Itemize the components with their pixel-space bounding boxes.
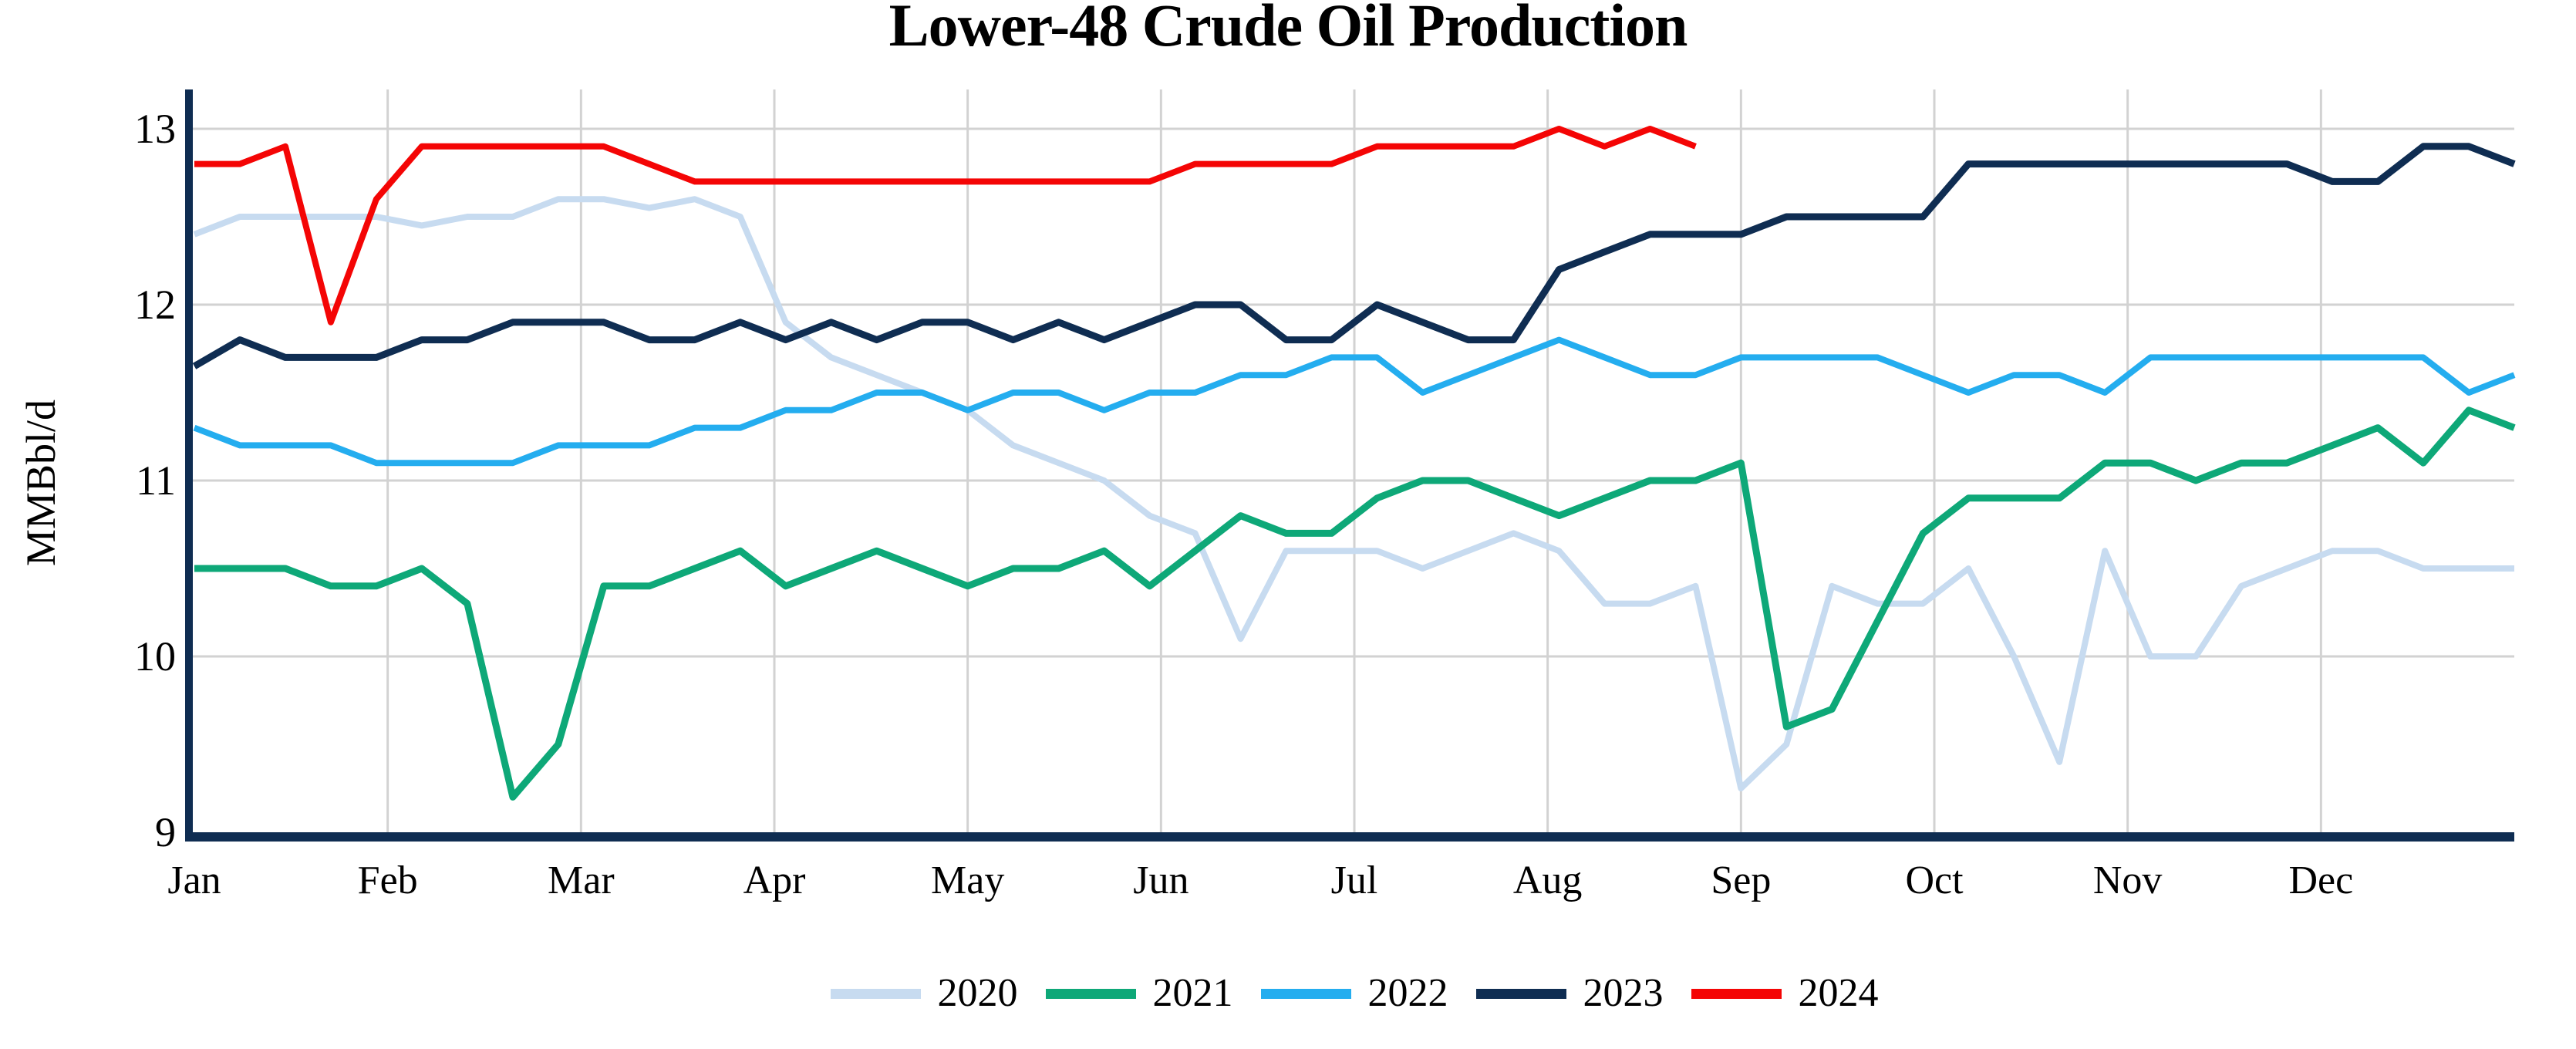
- legend-label-2022: 2022: [1367, 971, 1448, 1015]
- legend-label-2024: 2024: [1798, 971, 1879, 1015]
- legend-swatch-2020: [830, 988, 921, 999]
- legend-item-2020: 2020: [830, 963, 1018, 1024]
- x-tick-label-Jan: Jan: [167, 858, 221, 902]
- x-tick-label-Apr: Apr: [743, 858, 806, 902]
- x-tick-label-Oct: Oct: [1905, 858, 1964, 902]
- x-tick-label-Mar: Mar: [548, 858, 615, 902]
- y-axis-line: [185, 89, 193, 842]
- series-line-2020: [193, 196, 2514, 791]
- series-line-2022: [193, 336, 2516, 467]
- y-tick-label-13: 13: [134, 106, 176, 152]
- legend-swatch-2024: [1691, 988, 1782, 999]
- series-line-2023: [192, 143, 2516, 369]
- chart-title: Lower-48 Crude Oil Production: [888, 0, 1688, 59]
- series-line-2024: [194, 126, 1697, 325]
- legend-swatch-2021: [1045, 988, 1136, 999]
- x-tick-label-Feb: Feb: [358, 858, 418, 902]
- x-tick-label-Jun: Jun: [1133, 858, 1189, 902]
- legend-swatch-2022: [1260, 988, 1351, 999]
- series-line-2021: [194, 406, 2516, 801]
- y-tick-label-12: 12: [134, 282, 176, 328]
- y-tick-label-10: 10: [134, 633, 176, 680]
- legend-item-2024: 2024: [1691, 963, 1879, 1024]
- x-tick-label-Sep: Sep: [1711, 858, 1771, 902]
- x-tick-label-Aug: Aug: [1513, 858, 1583, 902]
- x-tick-label-May: May: [931, 858, 1004, 902]
- y-tick-label-11: 11: [136, 457, 176, 504]
- legend-label-2020: 2020: [937, 971, 1018, 1015]
- legend-item-2022: 2022: [1260, 963, 1448, 1024]
- legend-item-2023: 2023: [1475, 963, 1664, 1024]
- x-tick-label-Dec: Dec: [2288, 858, 2353, 902]
- legend: 2020 2021 2022 2023 2024: [194, 963, 2514, 1024]
- legend-label-2021: 2021: [1152, 971, 1233, 1015]
- legend-item-2021: 2021: [1045, 963, 1233, 1024]
- x-axis-line: [185, 832, 2514, 842]
- legend-label-2023: 2023: [1583, 971, 1664, 1015]
- x-tick-label-Nov: Nov: [2093, 858, 2163, 902]
- x-tick-label-Jul: Jul: [1331, 858, 1378, 902]
- legend-swatch-2023: [1475, 988, 1566, 999]
- y-tick-label-9: 9: [155, 809, 176, 855]
